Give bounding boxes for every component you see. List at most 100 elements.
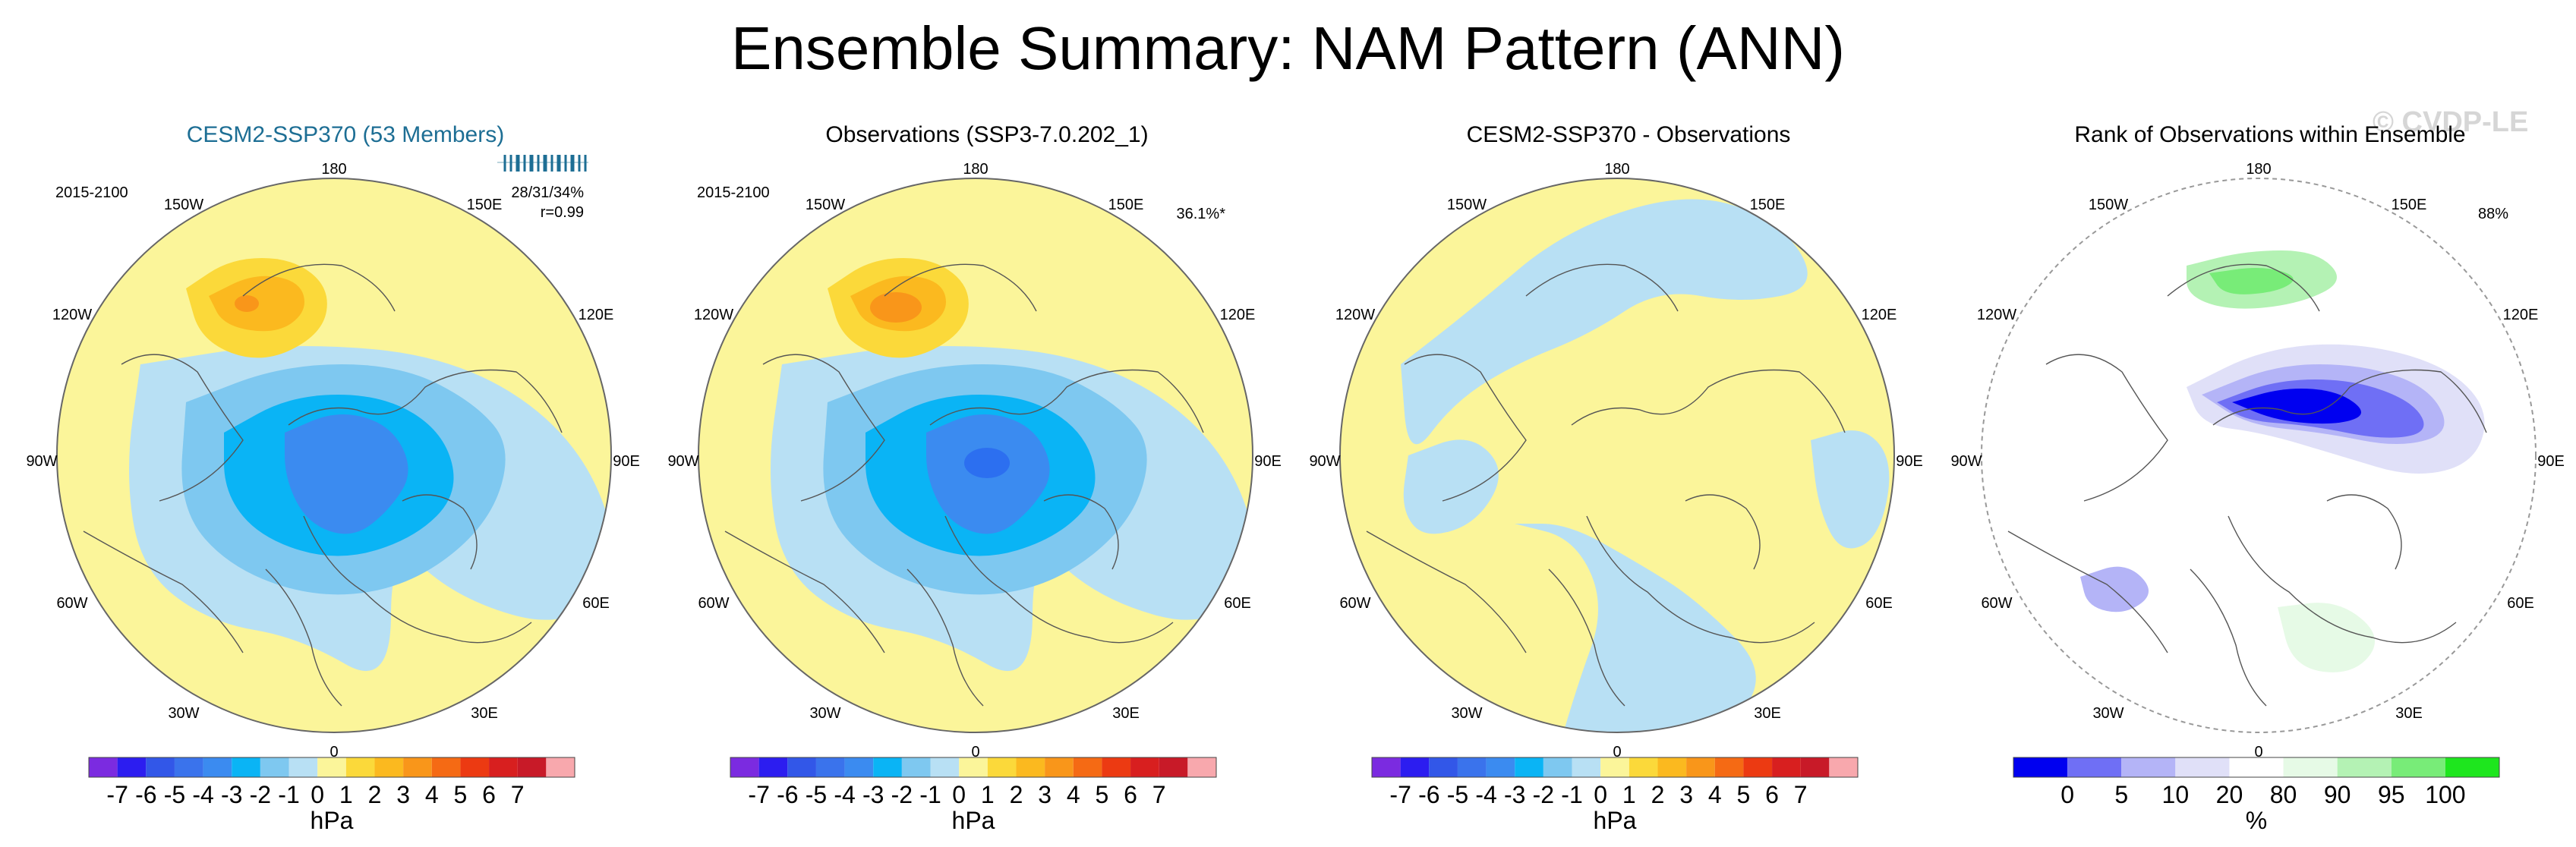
coastline [1366, 531, 1527, 653]
panel-difference: CESM2-SSP370 - Observations 180 150W 150E 1… [1309, 114, 1940, 847]
coastline [906, 568, 984, 707]
diff-negative-north [1401, 199, 1808, 445]
colorbar-segment [1400, 757, 1430, 777]
map-boundary [698, 178, 1253, 733]
panel-ensemble-mean: CESM2-SSP370 (53 Members) 180 150W 150E 120… [26, 114, 657, 847]
colorbar-segment [1657, 757, 1687, 777]
longitude-label: 90W [667, 453, 698, 470]
longitude-label: 120W [694, 307, 733, 323]
colorbar-segment [345, 757, 375, 777]
longitude-label: 90E [2537, 453, 2565, 470]
colorbar-segment [2337, 757, 2392, 777]
colorbar-segment [2229, 757, 2284, 777]
coastline [121, 354, 244, 502]
contour-minus5 [964, 448, 1010, 478]
map-field [57, 178, 611, 732]
longitude-label: 150W [1447, 197, 1487, 213]
colorbar-unit: hPa [311, 807, 354, 834]
colorbar-segment [374, 757, 404, 777]
colorbar-tick-label: 2 [1651, 781, 1665, 808]
colorbar-tick-label: 20 [2216, 781, 2243, 808]
colorbar-segment [1743, 757, 1773, 777]
colorbar-segment [1486, 757, 1515, 777]
colorbar-tick-label: 2 [368, 781, 382, 808]
watermark: © CVDP-LE [2373, 106, 2529, 138]
coastline [1548, 568, 1625, 707]
panel-title: Rank of Observations within Ensemble [2074, 122, 2466, 147]
colorbar-tick-label: 6 [1765, 781, 1779, 808]
colorbar-tick-label: 7 [1794, 781, 1808, 808]
colorbar-segment [431, 757, 461, 777]
rank-95-100 [2209, 268, 2294, 294]
longitude-label: 120W [1977, 307, 2016, 323]
stat-variance: 36.1%* [1177, 206, 1226, 222]
colorbar-segment [317, 757, 346, 777]
colorbar-segment [2283, 757, 2338, 777]
longitude-label: 120E [2503, 307, 2539, 323]
colorbar-segment [1372, 757, 1401, 777]
longitude-label: 30W [809, 705, 840, 722]
colorbar-tick-label: 5 [1737, 781, 1751, 808]
coastline [944, 515, 1174, 644]
colorbar-tick-label: -1 [919, 781, 941, 808]
panel-title: Observations (SSP3-7.0.202_1) [825, 122, 1149, 147]
longitude-label: 150E [2392, 197, 2427, 213]
colorbar-segment [959, 757, 988, 777]
colorbar-segment [174, 757, 203, 777]
colorbar-segment [1429, 757, 1458, 777]
colorbar-tick-label: 3 [1679, 781, 1693, 808]
longitude-label: 60W [1981, 595, 2012, 612]
colorbar-tick-label: 1 [339, 781, 353, 808]
colorbar-tick-label: 90 [2324, 781, 2351, 808]
longitude-label: 90W [26, 453, 57, 470]
colorbar-segment [1600, 757, 1629, 777]
colorbar-segment [758, 757, 788, 777]
colorbar-segment [403, 757, 432, 777]
contour-plus3 [870, 292, 922, 323]
colorbar-tick-label: -3 [862, 781, 884, 808]
colorbar-tick-label: 95 [2378, 781, 2405, 808]
colorbar-segment [2013, 757, 2068, 777]
period-label: 2015-2100 [697, 184, 770, 201]
colorbar-segment [146, 757, 175, 777]
colorbar-segment [203, 757, 232, 777]
coastline [2212, 369, 2487, 433]
coastline [2167, 263, 2320, 312]
colorbar-tick-label: -2 [891, 781, 913, 808]
map-rank: 180 150W 150E 120W 120E 90W 90E 60W 60E 30W 30E 0 88… [1950, 161, 2565, 834]
colorbar-segment [232, 757, 260, 777]
colorbar-tick-label: -5 [164, 781, 185, 808]
map-field [1340, 178, 1894, 732]
coastline [83, 531, 244, 653]
colorbar-segment [2067, 757, 2122, 777]
colorbar-frame [2013, 757, 2500, 778]
colorbar-segment [1629, 757, 1658, 777]
colorbar-segment [117, 757, 147, 777]
colorbar-tick-label: 0 [311, 781, 324, 808]
map-boundary [56, 178, 612, 733]
panel-title: CESM2-SSP370 - Observations [1466, 122, 1791, 147]
colorbar-tick-label: -4 [1475, 781, 1496, 808]
coastline [1571, 369, 1846, 433]
map-field [1982, 178, 2536, 732]
colorbar-unit: hPa [1594, 807, 1637, 834]
coastline [265, 568, 342, 707]
coastline [402, 494, 478, 570]
longitude-label: 60E [1865, 595, 1893, 612]
colorbar-segment [2391, 757, 2445, 777]
colorbar-segment [1772, 757, 1801, 777]
colorbar-segment [1130, 757, 1159, 777]
colorbar-segment [1515, 757, 1543, 777]
colorbar-tick-label: 3 [396, 781, 410, 808]
colorbar-segment [1714, 757, 1744, 777]
longitude-label: 90E [1896, 453, 1923, 470]
colorbar-segment [815, 757, 845, 777]
colorbar-tick-label: -4 [192, 781, 213, 808]
coastline [1586, 515, 1815, 644]
longitude-label: 150W [2089, 197, 2128, 213]
colorbar-segment [787, 757, 816, 777]
longitude-label: 120E [1862, 307, 1897, 323]
colorbar-tick-label: -6 [135, 781, 156, 808]
longitude-label: 30E [2395, 705, 2423, 722]
